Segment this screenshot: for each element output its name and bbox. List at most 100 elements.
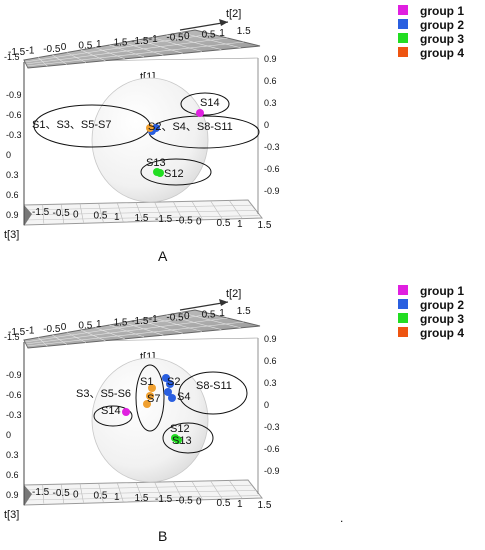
left-tick-label: 0 — [6, 430, 11, 440]
sample-label: S13 — [146, 157, 166, 169]
legend-swatch — [398, 299, 408, 309]
data-point — [166, 380, 174, 388]
floor-plane — [23, 199, 263, 226]
t2-axis-line — [179, 21, 229, 31]
data-point — [143, 400, 151, 408]
cluster-ellipse — [140, 158, 212, 186]
cluster-ellipse — [180, 92, 230, 116]
top-x-tick-label: -1.5 — [8, 327, 26, 338]
right-tick-label: -0.3 — [264, 142, 280, 152]
left-axis-ticks: -1.5 -0.9 -0.6 -0.3 0 0.3 0.6 0.9 — [4, 52, 22, 220]
cluster-ellipse — [135, 364, 165, 432]
legend-swatch — [398, 285, 408, 295]
bottom-x-tick-label: -0.5 — [176, 215, 194, 226]
top-plane — [23, 309, 261, 349]
score-points — [146, 109, 204, 177]
bottom-x-tick-label: -1.5 — [155, 214, 173, 225]
top-plane — [23, 29, 261, 69]
top-x-tick-label: -1.5 — [131, 36, 149, 47]
left-tick-label: -0.6 — [6, 390, 22, 400]
left-tick-label: 0.9 — [6, 490, 19, 500]
left-tick-label: -0.3 — [6, 130, 22, 140]
left-tick-label: -0.3 — [6, 410, 22, 420]
top-x-tick-label: 1 — [96, 39, 102, 50]
cluster-ellipse — [162, 422, 214, 454]
right-axis-ticks: 0.9 0.6 0.3 0 -0.3 -0.6 -0.9 — [264, 334, 280, 476]
top-x-tick-label: 1.5 — [237, 306, 251, 317]
sample-label: S14 — [200, 97, 220, 109]
bottom-x-tick-label: -0.5 — [53, 208, 71, 219]
legend-swatch — [398, 5, 408, 15]
right-tick-label: 0.6 — [264, 76, 277, 86]
bottom-x-tick-label: 1 — [237, 219, 243, 230]
sample-label: S12 — [164, 168, 184, 180]
t2-arrowhead — [219, 19, 228, 26]
bottom-x-tick-label: 0 — [196, 497, 202, 508]
sample-label: S8-S11 — [196, 380, 232, 392]
bottom-x-ticks: -1.5 -0.5 0 0.5 1 1.5 -1.5 -0.5 0 0.5 1 1.5 — [32, 207, 272, 231]
t2-axis-label: t[2] — [226, 8, 241, 20]
plot-panel-A: t[2] -1.5 -1 -0.5 0 0.5 1 1.5 -1.5 -1 -0.5 0 0.5 1 1.5… — [4, 4, 464, 264]
confidence-sphere — [91, 77, 209, 203]
top-x-tick-label: -1 — [149, 314, 158, 325]
legend-swatch — [398, 327, 408, 337]
sample-label: S1、S3、S5-S7 — [32, 119, 111, 131]
t2-arrowhead — [219, 299, 228, 306]
data-point — [156, 169, 164, 177]
data-point — [122, 408, 130, 416]
legend-label: group 2 — [420, 18, 464, 32]
cluster-outlines — [33, 92, 260, 186]
t2-axis-label: t[2] — [226, 288, 241, 300]
top-x-tick-label: 0 — [61, 322, 67, 333]
legend-swatch — [398, 313, 408, 323]
data-point — [148, 384, 156, 392]
bottom-x-tick-label: 0.5 — [217, 218, 231, 229]
left-tick-label: 0.3 — [6, 450, 19, 460]
right-tick-label: 0.6 — [264, 356, 277, 366]
top-x-tick-label: 1 — [96, 319, 102, 330]
right-tick-label: -0.6 — [264, 444, 280, 454]
data-point — [162, 374, 170, 382]
top-x-ticks: -1.5 -1 -0.5 0 0.5 1 1.5 -1.5 -1 -0.5 0 0.5 1 1.5 — [8, 26, 251, 58]
legend-swatch — [398, 47, 408, 57]
top-x-tick-label: -1.5 — [131, 316, 149, 327]
bottom-x-tick-label: 0 — [73, 489, 79, 500]
legend-label: group 2 — [420, 298, 464, 312]
left-tick-label: 0.6 — [6, 190, 19, 200]
top-x-tick-label: 1 — [219, 308, 225, 319]
cluster-outlines — [93, 364, 248, 454]
left-tick-label: -1.5 — [4, 52, 20, 62]
left-tick-label: -0.6 — [6, 110, 22, 120]
right-tick-label: 0 — [264, 400, 269, 410]
left-tick-label: 0.3 — [6, 170, 19, 180]
cluster-ellipse — [178, 371, 248, 415]
sample-label: S2 — [167, 376, 180, 388]
right-tick-label: -0.9 — [264, 466, 280, 476]
data-point — [174, 436, 182, 444]
confidence-sphere — [91, 357, 209, 483]
sample-label: S14 — [101, 405, 121, 417]
bottom-x-tick-label: -0.5 — [53, 488, 71, 499]
footnote-mark: . — [340, 511, 343, 525]
top-x-tick-label: 0.5 — [78, 321, 92, 332]
bottom-x-tick-label: 1.5 — [258, 500, 272, 511]
bottom-x-tick-label: 0.5 — [94, 491, 108, 502]
legend-swatch — [398, 19, 408, 29]
data-point — [168, 394, 176, 402]
bottom-x-tick-label: 0.5 — [217, 498, 231, 509]
top-x-tick-label: -0.5 — [166, 313, 184, 324]
left-tick-label: -1.5 — [4, 332, 20, 342]
right-tick-label: 0 — [264, 120, 269, 130]
left-axis-ticks: -1.5 -0.9 -0.6 -0.3 0 0.3 0.6 0.9 — [4, 332, 22, 500]
sample-label: S1 — [140, 376, 153, 388]
left-tick-label: 0.9 — [6, 210, 19, 220]
left-tick-label: -0.9 — [6, 370, 22, 380]
bottom-x-tick-label: 1.5 — [135, 493, 149, 504]
score-points — [122, 374, 182, 444]
bottom-x-ticks: -1.5 -0.5 0 0.5 1 1.5 -1.5 -0.5 0 0.5 1 1.5 — [32, 487, 272, 511]
bottom-x-tick-label: -1.5 — [32, 487, 50, 498]
sample-label: S3、S5-S6 — [76, 388, 131, 400]
legend-label: group 4 — [420, 46, 464, 60]
t2-axis-line — [179, 301, 229, 311]
